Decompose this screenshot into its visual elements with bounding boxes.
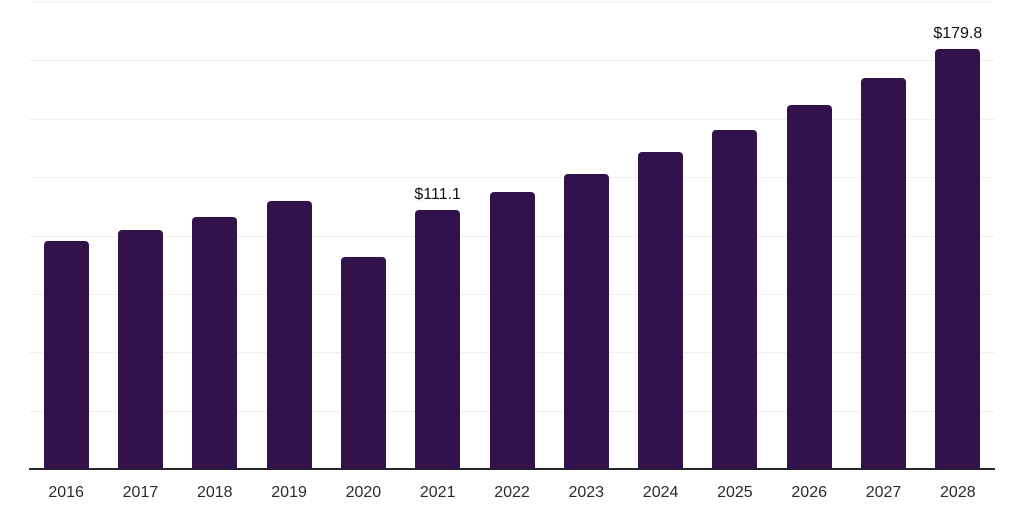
bar-2017 [117, 229, 163, 469]
bar-2016 [43, 241, 89, 469]
x-tick-2025: 2025 [717, 484, 753, 501]
x-tick-2016: 2016 [48, 484, 84, 501]
bar-2018 [192, 217, 238, 469]
data-label-2028: $179.8 [933, 25, 983, 43]
bar-2026 [786, 105, 832, 469]
x-tick-2023: 2023 [568, 484, 605, 501]
bar-2024 [638, 151, 684, 469]
x-tick-2026: 2026 [791, 484, 827, 501]
bar-2022 [489, 192, 535, 469]
x-tick-2028: 2028 [940, 484, 976, 501]
x-tick-2017: 2017 [122, 484, 159, 501]
bar-2019 [266, 201, 312, 469]
x-axis-line [29, 468, 995, 470]
data-label-2021: $111.1 [414, 185, 461, 203]
bar-2025 [712, 130, 758, 469]
gridline-200 [29, 2, 995, 3]
gridline-175 [29, 60, 995, 62]
gridline-125 [29, 177, 995, 179]
x-tick-2024: 2024 [642, 484, 679, 501]
bar-2021 [415, 209, 461, 469]
x-tick-2027: 2027 [865, 484, 902, 501]
x-tick-2020: 2020 [345, 484, 382, 501]
gridline-150 [29, 118, 995, 120]
x-tick-2019: 2019 [271, 484, 307, 501]
x-tick-2022: 2022 [494, 484, 530, 501]
bar-2020 [340, 257, 386, 469]
x-tick-2018: 2018 [196, 484, 233, 501]
bar-2023 [563, 173, 609, 469]
x-tick-2021: 2021 [419, 484, 456, 501]
bar-2027 [861, 77, 907, 469]
bar-2028 [935, 49, 981, 469]
